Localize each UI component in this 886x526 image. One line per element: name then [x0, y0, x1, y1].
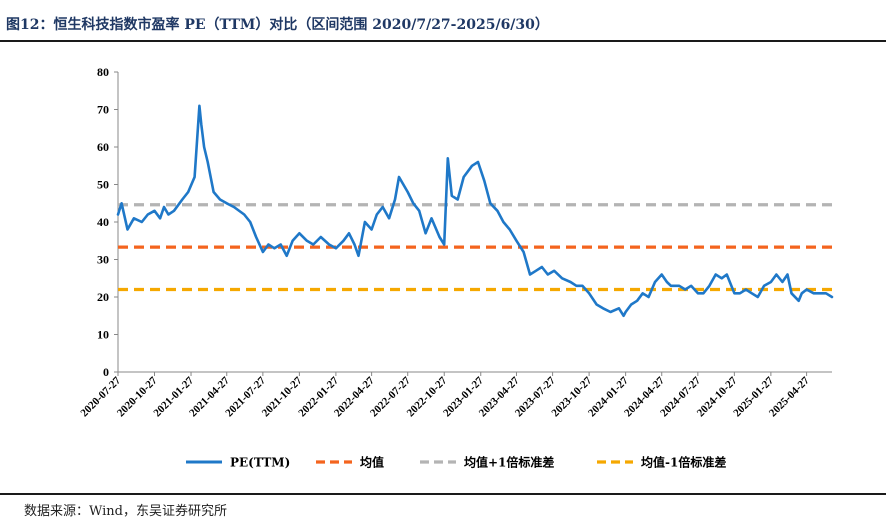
- y-tick-label: 70: [97, 103, 109, 117]
- y-tick-label: 80: [97, 65, 109, 79]
- reference-lines: [118, 203, 832, 292]
- y-tick-label: 50: [97, 178, 109, 192]
- pe-series: [116, 104, 834, 318]
- legend: PE(TTM) 均值 均值+1倍标准差 均值-1倍标准差: [186, 455, 726, 470]
- legend-label: 均值+1倍标准差: [464, 455, 554, 470]
- axes: 010203040506070802020-07-272020-10-27202…: [78, 65, 832, 419]
- y-tick-label: 60: [97, 140, 109, 154]
- legend-label: PE(TTM): [230, 456, 290, 470]
- y-tick-label: 0: [103, 365, 109, 379]
- pe-line: [116, 104, 834, 318]
- bottom-rule: [0, 493, 886, 495]
- top-rule: [0, 40, 886, 42]
- y-tick-label: 10: [97, 328, 109, 342]
- legend-label: 均值-1倍标准差: [641, 455, 726, 470]
- y-tick-label: 30: [97, 253, 109, 267]
- y-tick-label: 40: [97, 215, 109, 229]
- source-note: 数据来源：Wind，东吴证券研究所: [24, 504, 227, 519]
- y-tick-label: 20: [97, 290, 109, 304]
- figure-title: 图12：恒生科技指数市盈率 PE（TTM）对比（区间范围 2020/7/27-2…: [6, 17, 549, 33]
- legend-label: 均值: [360, 455, 384, 470]
